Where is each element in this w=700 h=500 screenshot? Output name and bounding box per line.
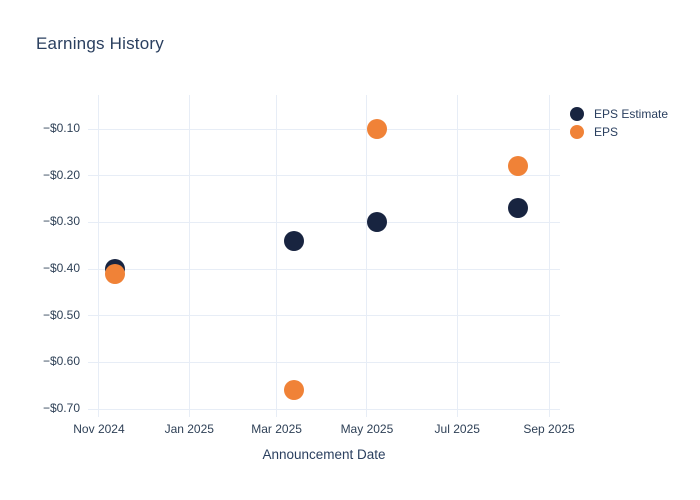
y-gridline [88, 315, 560, 317]
legend: EPS Estimate EPS [570, 106, 668, 139]
y-tick-label: −$0.20 [42, 167, 80, 182]
chart-title: Earnings History [36, 34, 164, 53]
y-gridline [88, 408, 560, 410]
y-gridline [88, 128, 560, 130]
legend-item-eps-estimate[interactable]: EPS Estimate [570, 106, 668, 121]
y-gridline [88, 221, 560, 223]
y-tick-label: −$0.50 [42, 307, 80, 322]
y-tick-label: −$0.30 [42, 214, 80, 229]
legend-marker-icon [570, 124, 584, 139]
x-tick-label: Nov 2024 [73, 422, 125, 436]
data-point-eps[interactable] [367, 119, 388, 140]
y-tick-label: −$0.40 [42, 261, 80, 276]
y-tick-label: −$0.60 [42, 354, 80, 369]
x-tick-label: May 2025 [340, 422, 394, 436]
data-point-eps[interactable] [507, 156, 528, 177]
x-tick-label: Mar 2025 [251, 422, 302, 436]
x-gridline [366, 95, 368, 417]
y-gridline [88, 268, 560, 270]
x-gridline [276, 95, 278, 417]
x-gridline [456, 95, 458, 417]
x-tick-label: Jan 2025 [164, 422, 214, 436]
x-tick-label: Jul 2025 [434, 422, 480, 436]
legend-item-eps[interactable]: EPS [570, 124, 668, 139]
data-point-eps-estimate[interactable] [284, 231, 305, 252]
x-gridline [188, 95, 190, 417]
y-gridline [88, 175, 560, 177]
x-gridline [548, 95, 550, 417]
data-point-eps-estimate[interactable] [507, 198, 528, 219]
x-axis-title: Announcement Date [262, 447, 386, 462]
data-point-eps[interactable] [105, 263, 126, 284]
data-point-eps[interactable] [284, 380, 305, 401]
y-gridline [88, 361, 560, 363]
legend-marker-icon [570, 106, 584, 121]
legend-label: EPS [594, 124, 619, 139]
x-tick-label: Sep 2025 [523, 422, 575, 436]
x-gridline [98, 95, 100, 417]
data-point-eps-estimate[interactable] [367, 212, 388, 233]
y-tick-label: −$0.70 [42, 401, 80, 416]
y-tick-label: −$0.10 [42, 121, 80, 136]
legend-label: EPS Estimate [594, 106, 669, 121]
